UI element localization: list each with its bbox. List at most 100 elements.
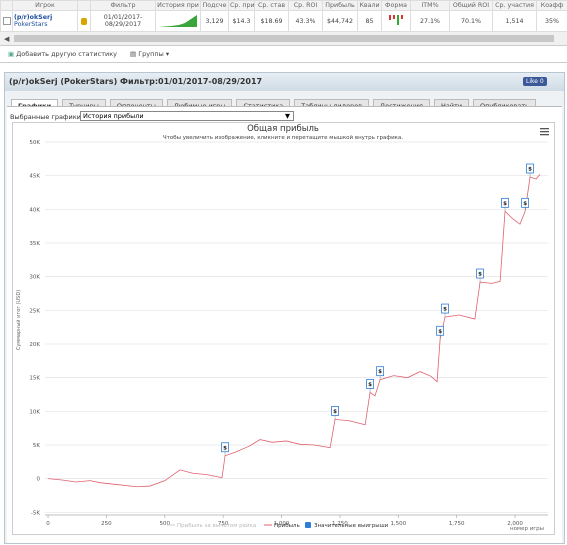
marker-symbol: $ (368, 382, 372, 388)
big-win-marker: $ (476, 268, 484, 283)
header[interactable]: Ср. став (254, 0, 289, 11)
y-tick-label: 10K (29, 409, 40, 415)
sparkline (159, 15, 197, 27)
y-tick-label: 45K (29, 174, 40, 180)
icon (81, 17, 87, 25)
legend-label: Прибыль (274, 523, 300, 529)
marker-symbol: $ (438, 329, 442, 335)
y-tick-label: 30K (29, 275, 40, 281)
graph-select[interactable]: История прибыли ▼ (80, 111, 294, 121)
x-tick-label: 1,000 (274, 521, 290, 527)
x-axis-title: номер игры (510, 526, 544, 532)
y-tick-label: 20K (29, 342, 40, 348)
cell: 1,514 (492, 10, 537, 32)
marker-symbol: $ (478, 272, 482, 278)
marker-box (436, 325, 445, 336)
selected-label: Выбранные графики: (10, 113, 84, 121)
y-tick-label: 50K (29, 140, 40, 146)
header[interactable]: Подсче (200, 0, 229, 11)
marker-box (521, 197, 530, 208)
player[interactable]: (p/r)okSerj (14, 14, 53, 21)
toolbar-add[interactable]: ▣ Добавить другую статистику (8, 50, 117, 58)
x-tick-label: 750 (218, 521, 229, 527)
x-tick-label: 1,500 (390, 521, 406, 527)
header[interactable]: Квали (357, 0, 382, 11)
header[interactable]: Ср. приб (228, 0, 255, 11)
marker-box (366, 379, 374, 389)
groups-text: Группы (138, 50, 164, 58)
x-tick-label: 500 (160, 521, 171, 527)
big-win-marker: $ (331, 405, 339, 420)
x-tick-label: 0 (46, 521, 50, 527)
header[interactable]: Фильтр (90, 0, 156, 11)
y-tick-label: 0 (37, 477, 41, 483)
marker-symbol: $ (523, 201, 527, 207)
legend-swatch (305, 522, 311, 528)
marker-box (501, 197, 509, 208)
y-tick-label: 5K (33, 443, 40, 449)
marker-symbol: $ (503, 201, 507, 207)
marker-symbol: $ (223, 445, 227, 451)
header[interactable]: Ср. ROI (288, 0, 323, 11)
marker-symbol: $ (378, 369, 382, 375)
marker-box (526, 163, 534, 174)
cell: $14.3 (228, 10, 255, 32)
header[interactable]: Общий ROI (449, 0, 493, 11)
header[interactable]: Игрок (12, 0, 78, 11)
chart-title: Общая прибыль (247, 124, 319, 134)
y-tick-label: -5K (31, 510, 40, 516)
x-tick-label: 250 (101, 521, 112, 527)
big-win-marker: $ (521, 197, 530, 212)
scroll-thumb[interactable] (14, 35, 554, 42)
header[interactable]: ITM% (410, 0, 450, 11)
y-tick-label: 15K (29, 376, 40, 382)
x-tick-label: 2,000 (507, 521, 523, 527)
panel-header: (p/r)okSerj (PokerStars) Фильтр:01/01/20… (5, 73, 564, 91)
marker-box (476, 268, 484, 279)
marker-symbol: $ (333, 409, 337, 415)
scroll-left[interactable]: ◀ (4, 35, 10, 43)
cell: $18.69 (254, 10, 289, 32)
big-win-marker: $ (501, 197, 509, 212)
header[interactable]: История при (155, 0, 201, 11)
header[interactable]: Прибыль (322, 0, 358, 11)
legend-label: Прибыль за вычетом рейка (177, 522, 256, 529)
marker-symbol: $ (528, 167, 532, 173)
filter: 01/01/2017-08/29/2017 (90, 10, 156, 32)
cell: 85 (357, 10, 382, 32)
big-win-marker: $ (376, 366, 384, 380)
marker-symbol: $ (443, 307, 447, 313)
select-value: История прибыли (83, 112, 144, 120)
y-tick-label: 25K (29, 308, 40, 314)
big-win-marker: $ (441, 303, 449, 318)
cell: 3,129 (200, 10, 229, 32)
toolbar-add-text: Добавить другую статистику (16, 50, 117, 58)
y-axis-title: Суммарный итог (USD) (15, 290, 22, 350)
legend-label: Значительные выигрыши (314, 523, 389, 529)
header[interactable]: Форма (381, 0, 411, 11)
cell: 27.1% (410, 10, 450, 32)
form-icon (389, 15, 403, 25)
chart-subtitle: Чтобы увеличить изображение, кликните и … (163, 134, 403, 141)
chart-frame (12, 122, 555, 535)
like-button[interactable]: Like 0 (523, 77, 547, 86)
header[interactable]: Ср. участия (492, 0, 537, 11)
marker-box (221, 442, 229, 453)
profit-line (47, 174, 541, 488)
header[interactable]: Коэфф (536, 0, 567, 11)
stats-table: Игрок Фильтр История при Подсче Ср. приб… (0, 0, 567, 32)
panel-title: (p/r)okSerj (PokerStars) Фильтр:01/01/20… (9, 77, 263, 86)
checkbox[interactable] (2, 17, 11, 25)
marker-box (376, 366, 384, 377)
toolbar-groups[interactable]: ▤ Группы ▾ (130, 50, 170, 58)
cell: 35% (536, 10, 567, 32)
scrollbar[interactable]: ◀ (0, 32, 567, 46)
x-tick-label: 1,250 (332, 521, 348, 527)
cell: 43.3% (288, 10, 323, 32)
chart: Общая прибыль Чтобы увеличить изображени… (12, 122, 555, 535)
menu-icon[interactable] (540, 128, 549, 136)
marker-box (331, 405, 339, 416)
divider (0, 62, 567, 63)
big-win-marker: $ (221, 442, 229, 456)
